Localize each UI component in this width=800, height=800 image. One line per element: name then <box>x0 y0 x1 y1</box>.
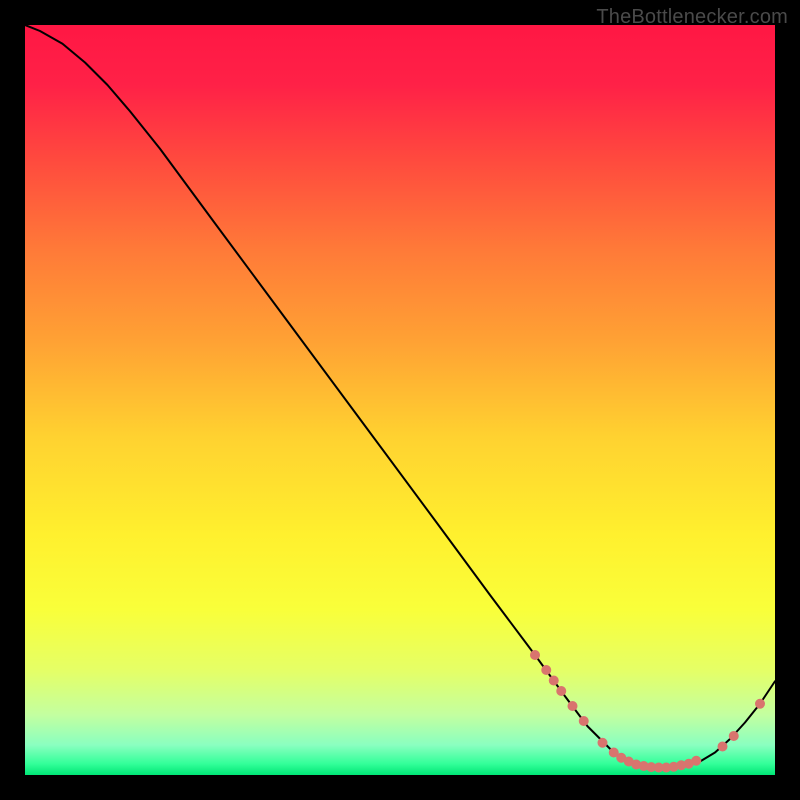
data-marker <box>598 738 607 747</box>
data-marker <box>531 651 540 660</box>
data-marker <box>568 702 577 711</box>
data-marker <box>549 676 558 685</box>
bottleneck-curve <box>25 25 775 768</box>
data-marker <box>542 666 551 675</box>
data-marker <box>756 699 765 708</box>
data-marker <box>718 742 727 751</box>
data-marker <box>557 687 566 696</box>
data-markers <box>531 651 765 773</box>
data-marker <box>579 717 588 726</box>
curve-layer <box>25 25 775 775</box>
watermark-text: TheBottlenecker.com <box>596 6 788 29</box>
plot-area <box>25 25 775 775</box>
data-marker <box>729 732 738 741</box>
data-marker <box>692 756 701 765</box>
